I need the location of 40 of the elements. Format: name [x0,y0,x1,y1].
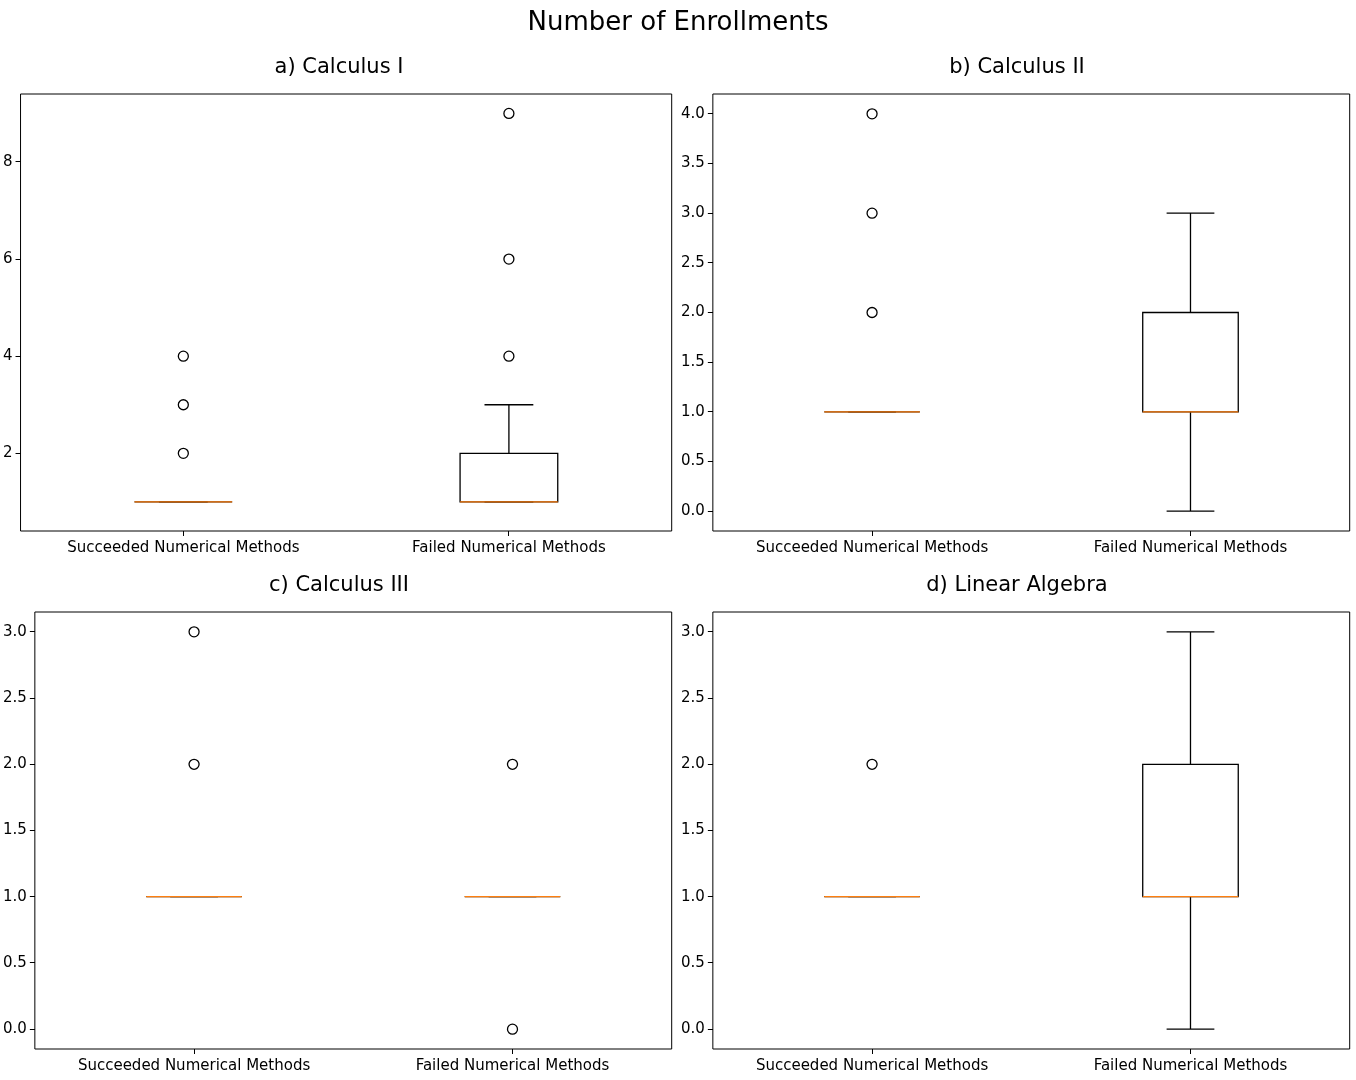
y-tick-label: 1.0 [681,886,705,905]
x-tick-label: Failed Numerical Methods [415,1055,610,1074]
y-tick-label: 1.0 [681,401,705,420]
y-tick-label: 2 [3,443,13,462]
y-tick-label: 2.0 [681,754,705,773]
y-tick-label: 3.5 [681,153,705,172]
y-tick-label: 0.5 [681,451,705,470]
y-tick-label: 2.5 [3,687,27,706]
y-tick-label: 1.0 [3,886,27,905]
x-tick-label: Failed Numerical Methods [1093,1055,1288,1074]
y-tick-label: 2.5 [681,252,705,271]
y-tick-label: 3.0 [3,621,27,640]
y-tick-label: 0.0 [3,1019,27,1038]
y-tick-label: 4.0 [681,103,705,122]
chart-title: d) Linear Algebra [925,572,1109,596]
x-tick-label: Failed Numerical Methods [1093,537,1288,556]
y-tick-label: 3.0 [681,203,705,222]
y-tick-label: 6 [3,248,13,267]
chart-title: b) Calculus II [948,54,1086,78]
y-tick-label: 1.5 [681,820,705,839]
y-tick-label: 0.0 [681,501,705,520]
y-tick-label: 4 [3,346,13,365]
y-tick-label: 1.5 [681,352,705,371]
y-tick-label: 8 [3,151,13,170]
x-tick-label: Succeeded Numerical Methods [67,537,300,556]
x-tick-label: Succeeded Numerical Methods [755,1055,989,1074]
x-tick-label: Failed Numerical Methods [412,537,606,556]
x-tick-label: Succeeded Numerical Methods [77,1055,311,1074]
y-tick-label: 0.0 [681,1019,705,1038]
chart-title: a) Calculus I [273,54,405,78]
x-tick-label: Succeeded Numerical Methods [755,537,989,556]
text: Number of Enrollments [526,5,830,38]
y-tick-label: 2.5 [681,687,705,706]
y-tick-label: 2.0 [3,754,27,773]
y-tick-label: 0.5 [681,952,705,971]
chart-title: c) Calculus III [268,572,410,596]
y-tick-label: 2.0 [681,302,705,321]
y-tick-label: 3.0 [681,621,705,640]
y-tick-label: 0.5 [3,952,27,971]
y-tick-label: 1.5 [3,820,27,839]
